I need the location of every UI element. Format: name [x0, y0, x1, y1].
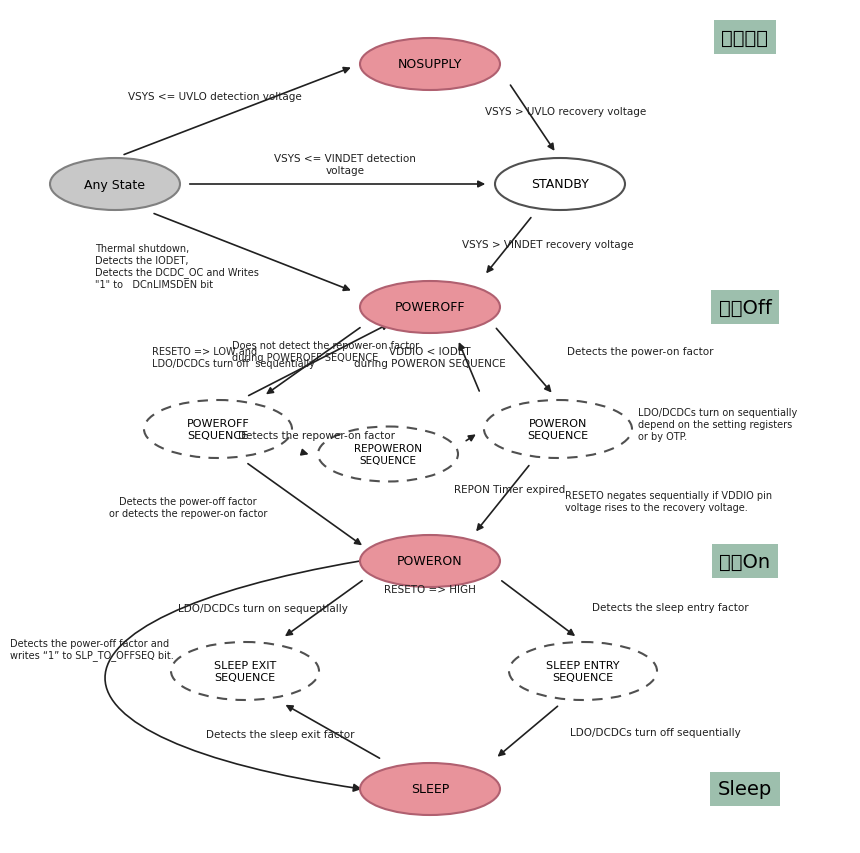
Ellipse shape	[171, 642, 319, 700]
Text: VDDIO < IODET
during POWERON SEQUENCE: VDDIO < IODET during POWERON SEQUENCE	[354, 347, 506, 368]
Text: RESETO negates sequentially if VDDIO pin
voltage rises to the recovery voltage.: RESETO negates sequentially if VDDIO pin…	[565, 490, 772, 512]
Text: SLEEP: SLEEP	[411, 782, 449, 796]
Text: REPON Timer expired: REPON Timer expired	[454, 485, 566, 495]
Text: Detects the power-off factor
or detects the repower-on factor: Detects the power-off factor or detects …	[109, 496, 267, 518]
Text: VSYS <= UVLO detection voltage: VSYS <= UVLO detection voltage	[128, 92, 302, 102]
Text: RESETO => LOW and
LDO/DCDCs turn off  sequentially: RESETO => LOW and LDO/DCDCs turn off seq…	[152, 347, 315, 368]
Ellipse shape	[360, 763, 500, 815]
Text: RESETO => HIGH: RESETO => HIGH	[384, 584, 476, 595]
Ellipse shape	[360, 39, 500, 91]
Text: POWERON
SEQUENCE: POWERON SEQUENCE	[527, 419, 588, 440]
Text: Detects the power-on factor: Detects the power-on factor	[567, 346, 714, 357]
Text: LDO/DCDCs turn on sequentially: LDO/DCDCs turn on sequentially	[178, 603, 348, 613]
Ellipse shape	[360, 281, 500, 334]
Ellipse shape	[50, 159, 180, 211]
Ellipse shape	[484, 401, 632, 458]
Ellipse shape	[509, 642, 657, 700]
FancyArrowPatch shape	[105, 561, 360, 791]
Text: 電源On: 電源On	[720, 552, 771, 571]
Text: Detects the sleep exit factor: Detects the sleep exit factor	[206, 729, 354, 740]
Text: LDO/DCDCs turn on sequentially
depend on the setting registers
or by OTP.: LDO/DCDCs turn on sequentially depend on…	[638, 408, 797, 441]
Text: POWEROFF: POWEROFF	[395, 301, 465, 314]
Text: POWERON: POWERON	[397, 554, 463, 568]
Text: VSYS <= VINDET detection
voltage: VSYS <= VINDET detection voltage	[274, 154, 416, 176]
Text: REPOWERON
SEQUENCE: REPOWERON SEQUENCE	[354, 444, 422, 465]
Text: 電源なし: 電源なし	[722, 28, 769, 48]
Text: Any State: Any State	[84, 178, 145, 191]
Ellipse shape	[144, 401, 292, 458]
Text: Sleep: Sleep	[718, 780, 772, 798]
Text: SLEEP ENTRY
SEQUENCE: SLEEP ENTRY SEQUENCE	[546, 660, 620, 682]
Text: VSYS > VINDET recovery voltage: VSYS > VINDET recovery voltage	[462, 240, 634, 250]
Text: Detects the power-off factor and
writes “1” to SLP_TO_OFFSEQ bit.: Detects the power-off factor and writes …	[10, 638, 174, 660]
Ellipse shape	[495, 159, 625, 211]
Text: STANDBY: STANDBY	[531, 178, 589, 191]
Text: POWEROFF
SEQUENCE: POWEROFF SEQUENCE	[187, 419, 249, 440]
Text: Detects the sleep entry factor: Detects the sleep entry factor	[592, 602, 748, 612]
Ellipse shape	[318, 427, 458, 482]
Text: LDO/DCDCs turn off sequentially: LDO/DCDCs turn off sequentially	[570, 727, 740, 737]
Text: Thermal shutdown,
Detects the IODET,
Detects the DCDC_OC and Writes
"1" to   DCn: Thermal shutdown, Detects the IODET, Det…	[95, 244, 259, 289]
Text: Detects the repower-on factor: Detects the repower-on factor	[237, 431, 395, 440]
Text: VSYS > UVLO recovery voltage: VSYS > UVLO recovery voltage	[485, 107, 647, 117]
Text: Does not detect the repower-on factor
during POWEROFF SEQUENCE: Does not detect the repower-on factor du…	[232, 341, 419, 363]
Ellipse shape	[360, 536, 500, 588]
Text: SLEEP EXIT
SEQUENCE: SLEEP EXIT SEQUENCE	[214, 660, 276, 682]
Text: 電源Off: 電源Off	[719, 299, 771, 317]
Text: NOSUPPLY: NOSUPPLY	[398, 59, 462, 72]
